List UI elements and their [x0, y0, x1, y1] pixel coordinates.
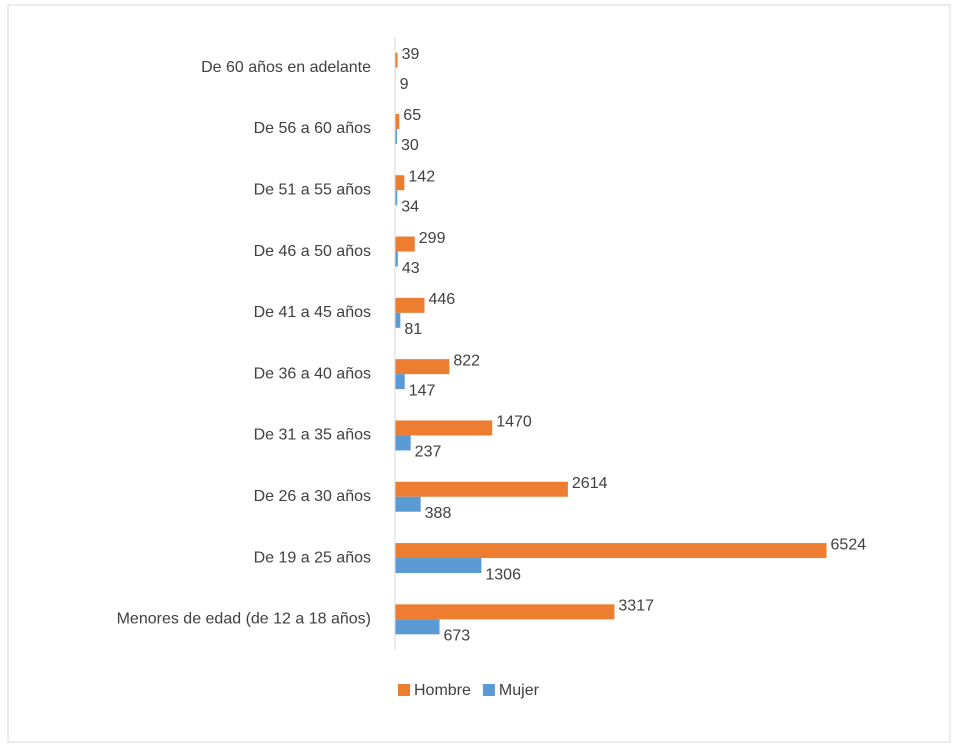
data-label: 1470 — [496, 414, 532, 431]
y-tick-label: De 56 a 60 años — [254, 120, 371, 137]
data-label: 9 — [400, 76, 409, 93]
bar — [395, 619, 440, 635]
bar — [395, 420, 493, 436]
data-label: 2614 — [572, 475, 608, 492]
data-label: 6524 — [831, 536, 867, 553]
bar — [395, 543, 827, 559]
bar — [395, 374, 405, 390]
bar — [395, 297, 425, 313]
bar — [395, 190, 398, 206]
bar — [395, 359, 450, 375]
data-label: 30 — [401, 137, 419, 154]
bar — [395, 128, 397, 144]
data-label: 3317 — [618, 598, 654, 615]
data-label: 237 — [415, 444, 442, 461]
data-label: 142 — [408, 168, 435, 185]
data-label: 299 — [419, 230, 446, 247]
y-tick-label: De 46 a 50 años — [254, 243, 371, 260]
y-tick-label: De 51 a 55 años — [254, 181, 371, 198]
chart-border — [7, 4, 951, 743]
bar — [395, 558, 482, 574]
legend-label: Hombre — [414, 682, 471, 699]
legend-swatch — [398, 684, 410, 696]
data-label: 446 — [428, 291, 455, 308]
bar — [395, 604, 615, 620]
data-label: 1306 — [485, 566, 521, 583]
y-tick-label: De 60 años en adelante — [201, 59, 371, 76]
legend-swatch — [482, 684, 495, 696]
bar — [395, 435, 411, 451]
bar — [395, 481, 568, 497]
data-label: 43 — [402, 260, 420, 277]
bar — [395, 52, 398, 68]
y-tick-label: De 19 a 25 años — [254, 549, 371, 566]
y-tick-label: De 41 a 45 años — [254, 304, 371, 321]
bar — [395, 175, 405, 191]
y-tick-label: Menores de edad (de 12 a 18 años) — [117, 611, 371, 628]
data-label: 39 — [402, 46, 420, 63]
data-label: 65 — [403, 107, 421, 124]
y-tick-label: De 26 a 30 años — [254, 488, 371, 505]
bar — [395, 251, 398, 267]
bar — [395, 496, 421, 512]
data-label: 34 — [401, 198, 419, 215]
y-tick-label: De 36 a 40 años — [254, 365, 371, 382]
bar — [395, 312, 401, 328]
y-tick-label: De 31 a 35 años — [254, 427, 371, 444]
legend-label: Mujer — [499, 682, 540, 699]
data-label: 81 — [404, 321, 422, 338]
data-label: 147 — [409, 382, 436, 399]
data-label: 388 — [425, 505, 452, 522]
data-label: 673 — [444, 628, 471, 645]
data-label: 822 — [453, 352, 480, 369]
bar — [395, 113, 400, 129]
bar — [395, 236, 415, 252]
